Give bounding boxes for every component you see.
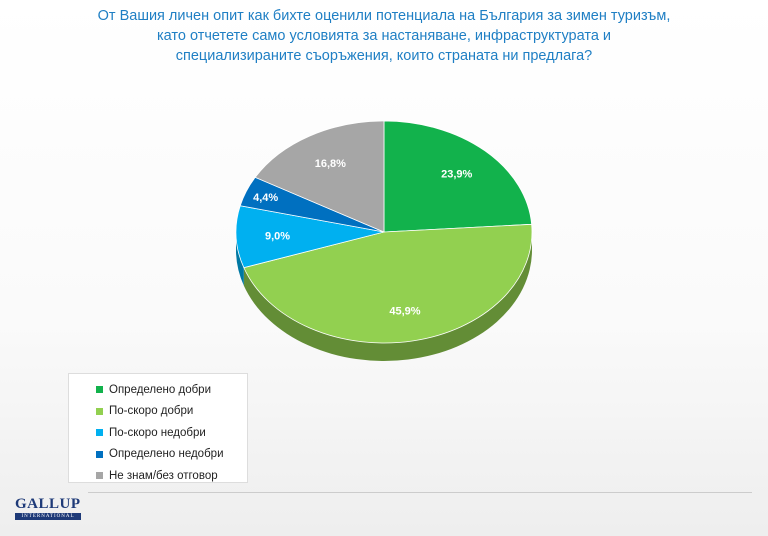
- slice-label-1: 23,9%: [441, 169, 472, 181]
- legend-item: Определено добри: [96, 379, 247, 401]
- pie-tops: [235, 120, 533, 344]
- legend: Определено добри По-скоро добри По-скоро н…: [68, 373, 248, 483]
- slice-label-4: 4,4%: [253, 192, 278, 204]
- title-line-1: От Вашия личен опит как бихте оценили по…: [97, 8, 671, 24]
- legend-label: По-скоро добри: [109, 405, 194, 418]
- legend-label: Определено недобри: [109, 448, 224, 461]
- title-line-3: специализираните съоръжения, които стран…: [175, 48, 593, 64]
- legend-item: По-скоро добри: [96, 401, 247, 423]
- pie-labels: 23,9% 45,9% 9,0% 4,4% 16,8%: [253, 158, 472, 317]
- legend-label: По-скоро недобри: [109, 426, 206, 439]
- legend-swatch: [96, 386, 103, 394]
- logo-subtitle: INTERNATIONAL: [15, 513, 81, 520]
- pie-sides: [236, 232, 532, 362]
- legend-label: Не знам/без отговор: [109, 469, 218, 482]
- legend-swatch: [96, 429, 103, 437]
- legend-item: Не знам/без отговор: [96, 465, 247, 487]
- slice-side-2: [243, 232, 532, 362]
- slice-3: [235, 205, 385, 269]
- legend-item: По-скоро недобри: [96, 422, 247, 444]
- legend-swatch: [96, 407, 103, 415]
- slice-1: [383, 120, 533, 233]
- chart-title: От Вашия личен опит как бихте оценили по…: [40, 6, 728, 66]
- slice-5: [254, 120, 385, 233]
- legend-swatch: [96, 472, 103, 480]
- logo-name: GALLUP: [15, 496, 81, 512]
- slice-label-2: 45,9%: [389, 305, 420, 317]
- footer-rule: [88, 492, 752, 493]
- legend-swatch: [96, 450, 103, 458]
- legend-label: Определено добри: [109, 383, 211, 396]
- title-line-2: като отчетете само условията за настаняв…: [156, 28, 612, 44]
- slice-2: [243, 223, 533, 344]
- slice-side-3: [236, 232, 244, 286]
- slice-label-3: 9,0%: [265, 231, 290, 243]
- gallup-logo: GALLUP INTERNATIONAL: [15, 497, 81, 523]
- legend-item: Определено недобри: [96, 444, 247, 466]
- slice-label-5: 16,8%: [315, 158, 346, 170]
